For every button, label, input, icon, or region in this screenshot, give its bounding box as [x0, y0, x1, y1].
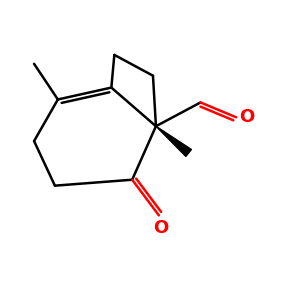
- Text: O: O: [239, 108, 254, 126]
- Text: O: O: [153, 219, 168, 237]
- Polygon shape: [156, 126, 191, 156]
